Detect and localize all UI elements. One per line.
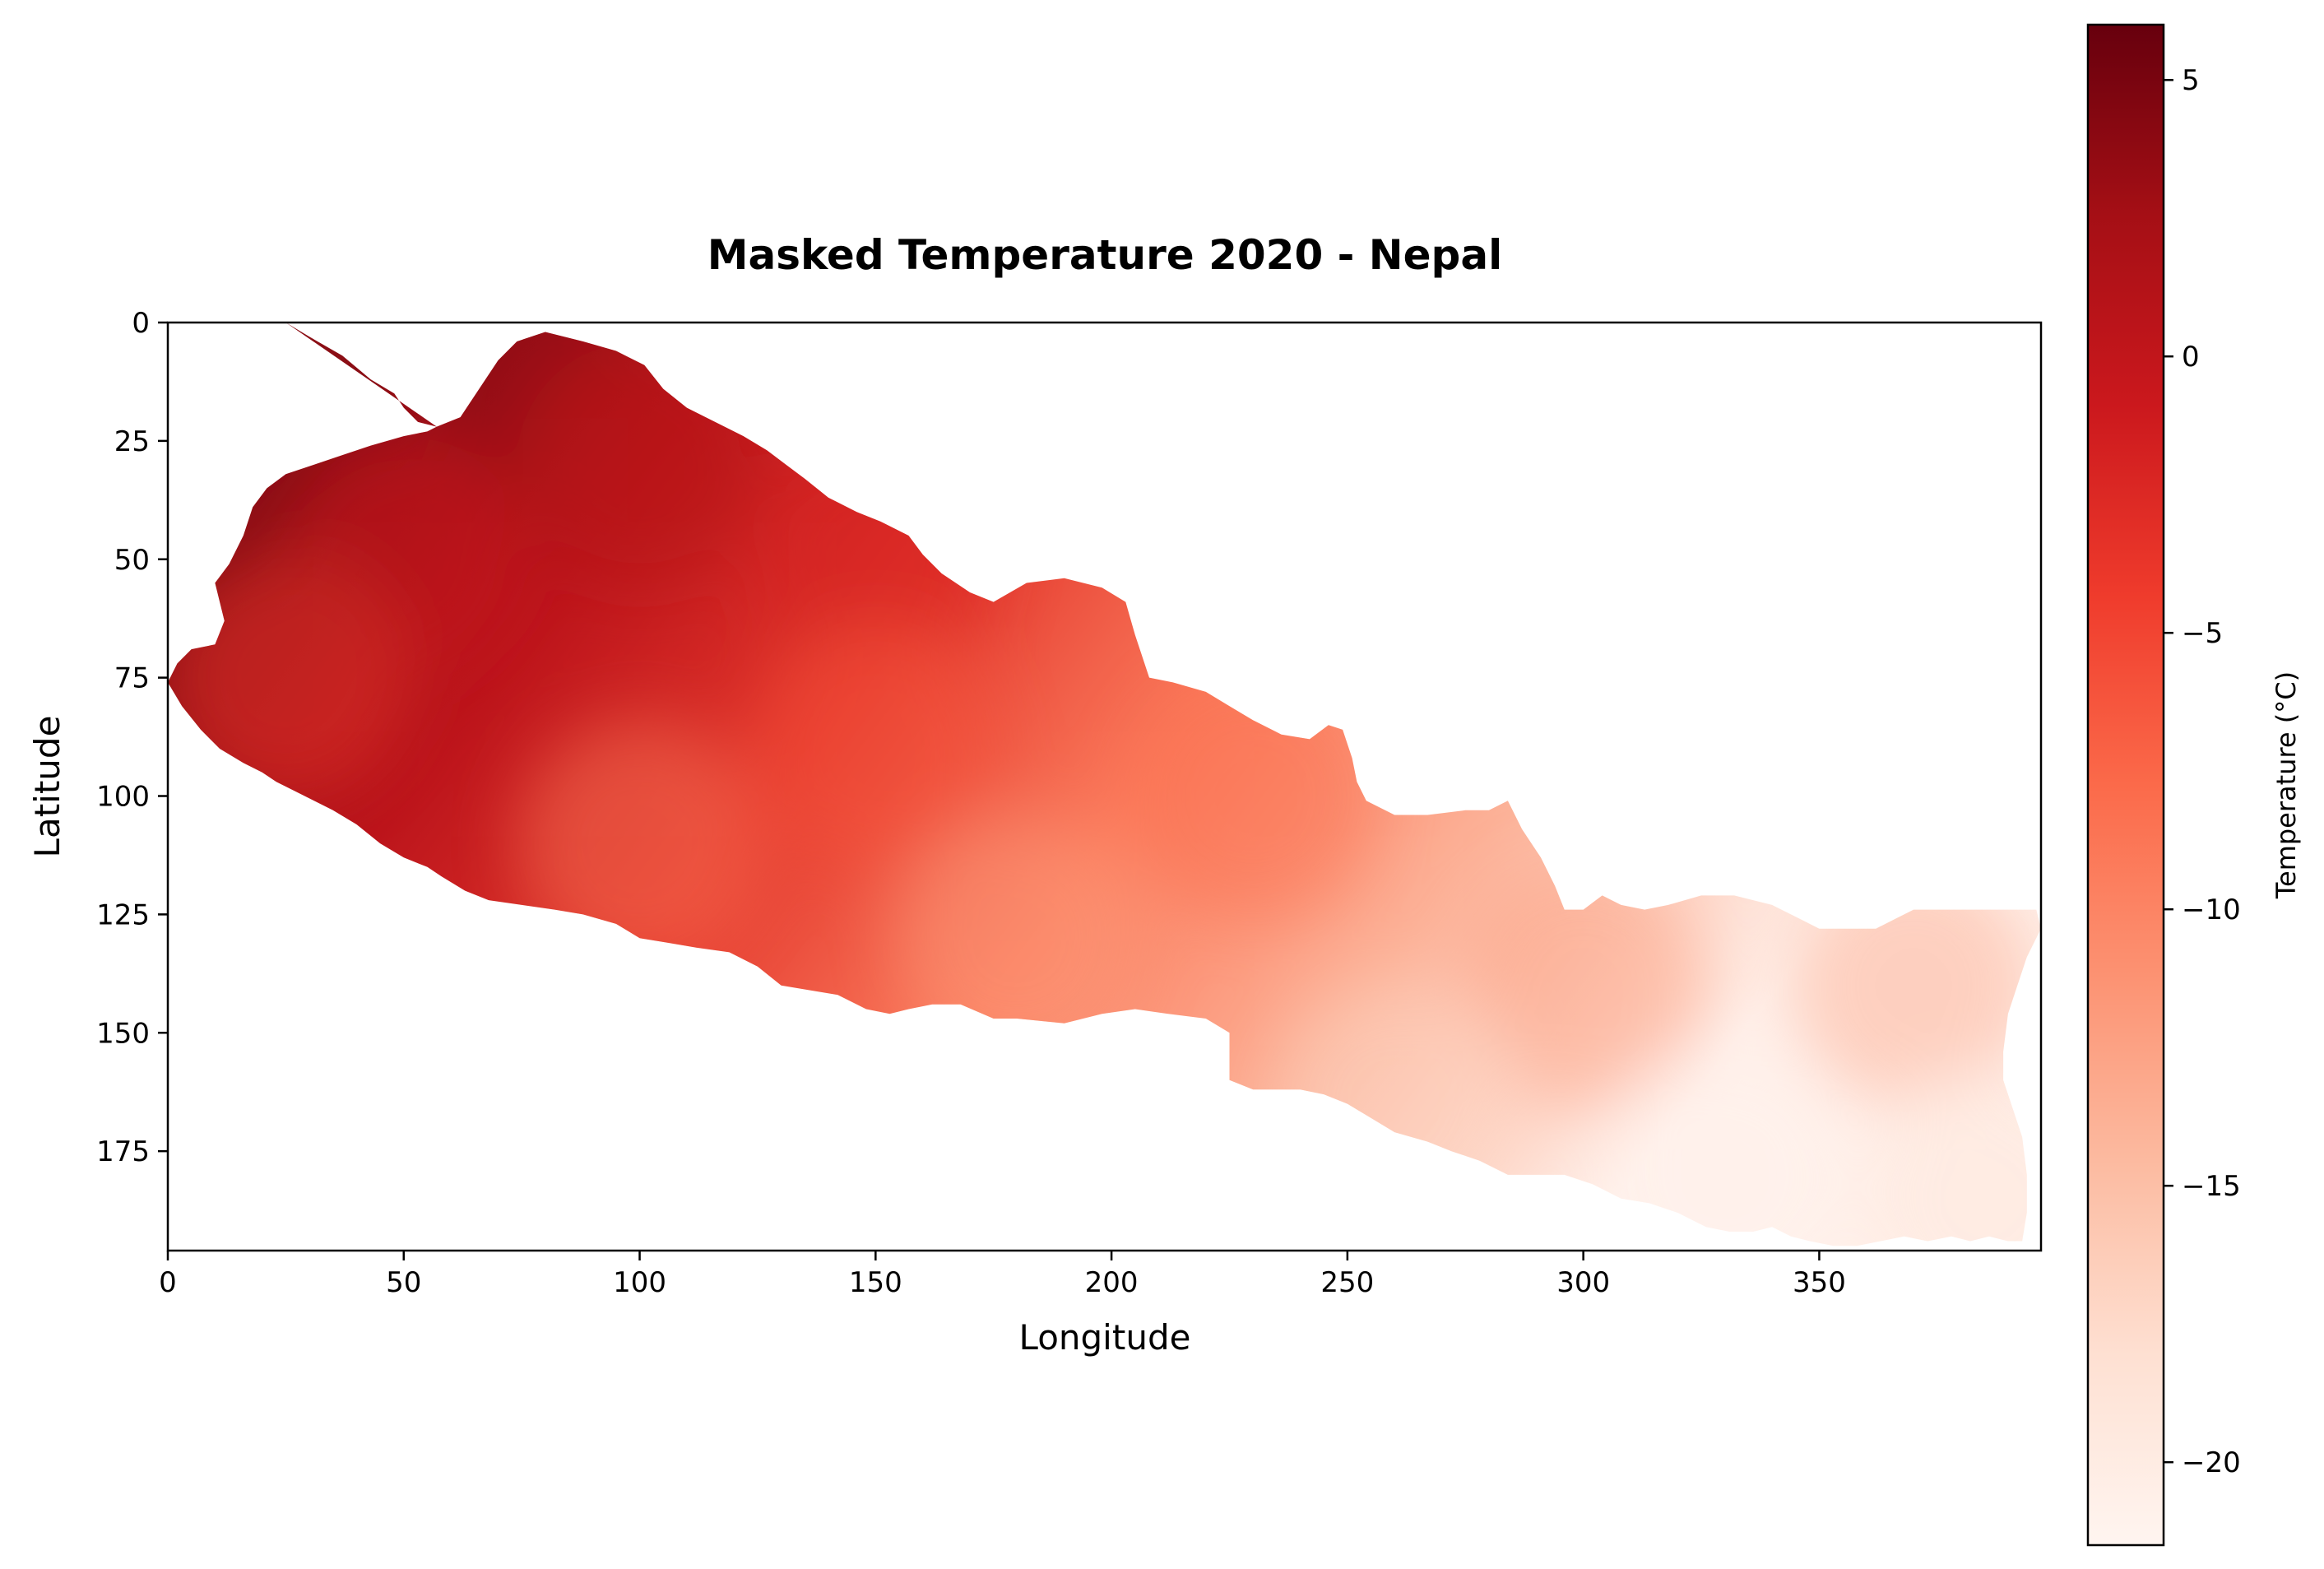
temperature-sample [1861, 1075, 2041, 1246]
temperature-sample [1130, 672, 1377, 920]
colorbar-tick-label: −15 [2182, 1170, 2241, 1203]
temperature-sample [516, 341, 763, 588]
temperature-sample [1459, 861, 1707, 1109]
x-tick-label: 350 [1793, 1266, 1846, 1299]
y-tick-label: 125 [96, 898, 150, 931]
y-tick-label: 25 [114, 425, 150, 458]
x-tick-label: 250 [1320, 1266, 1374, 1299]
y-tick-label: 0 [132, 307, 150, 340]
temperature-variation [168, 323, 2041, 1246]
colorbar-tick-label: 5 [2182, 64, 2200, 97]
x-tick-label: 300 [1556, 1266, 1610, 1299]
plot-frame [166, 321, 2043, 1252]
temperature-sample [516, 720, 763, 968]
colorbar-tick-label: −10 [2182, 894, 2241, 926]
y-tick-label: 75 [114, 662, 150, 695]
x-axis-label: Longitude [1019, 1317, 1191, 1358]
y-tick-label: 150 [96, 1017, 150, 1050]
colorbar-label: Temperature (°C) [2271, 671, 2302, 899]
temperature-sample [1271, 980, 1519, 1228]
temperature-sample [1790, 861, 2038, 1109]
x-tick-label: 0 [159, 1266, 177, 1299]
colorbar-fill [2086, 23, 2165, 1547]
colorbar-ticks: 5 0 −5 −10 −15 −20 [2164, 64, 2241, 1479]
x-tick-label: 100 [613, 1266, 666, 1299]
x-tick-label: 200 [1085, 1266, 1139, 1299]
temperature-sample [1601, 1051, 1849, 1246]
y-axis-label: Latitude [27, 716, 67, 858]
y-tick-label: 175 [96, 1135, 150, 1168]
temperature-sample [168, 554, 410, 801]
y-tick-label: 50 [114, 544, 150, 577]
colorbar-tick-label: 0 [2182, 341, 2200, 374]
colorbar: 5 0 −5 −10 −15 −20 Temperature (°C) [2086, 23, 2302, 1547]
colorbar-tick-label: −5 [2182, 617, 2223, 650]
y-tick-label: 100 [96, 781, 150, 814]
x-axis-ticks: 0 50 100 150 200 250 300 350 [159, 1251, 1846, 1299]
plot-area: 0 50 100 150 200 250 300 350 0 25 50 75 100 125 150 17… [96, 307, 2043, 1299]
y-axis-ticks: 0 25 50 75 100 125 150 175 [96, 307, 168, 1168]
temperature-sample [893, 815, 1141, 1062]
x-tick-label: 50 [386, 1266, 421, 1299]
colorbar-tick-label: −20 [2182, 1446, 2241, 1479]
temperature-sample [752, 624, 1000, 872]
x-tick-label: 150 [849, 1266, 902, 1299]
chart-title: Masked Temperature 2020 - Nepal [707, 231, 1502, 279]
